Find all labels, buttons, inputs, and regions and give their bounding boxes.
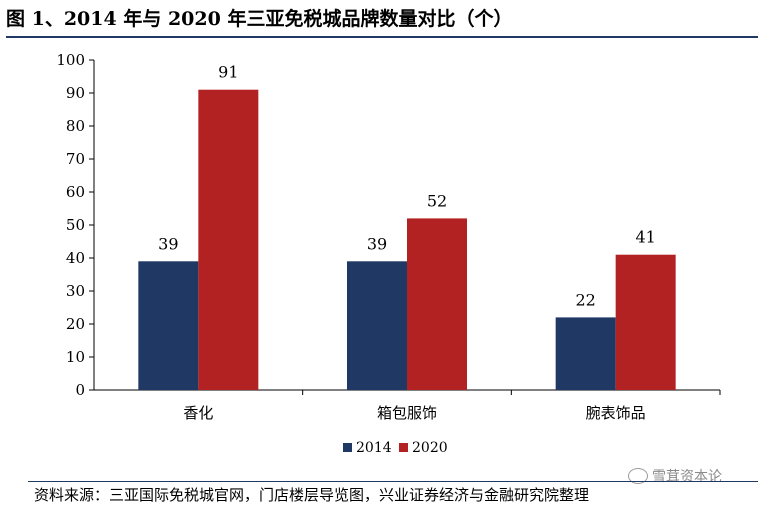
legend-label: 2014 [356,440,392,456]
y-tick-label: 40 [66,249,85,267]
x-tick-label: 腕表饰品 [586,404,646,422]
bar-2014-2 [555,317,616,390]
y-tick-label: 90 [66,84,85,102]
y-tick-label: 100 [56,51,85,69]
watermark: 雪茸资本论 [628,466,722,486]
bar-2014-1 [347,261,407,390]
title-divider [6,36,758,38]
wechat-icon [628,468,648,484]
y-tick-label: 80 [66,117,85,135]
y-tick-label: 0 [75,381,85,399]
y-tick-label: 20 [66,315,85,333]
data-label: 39 [158,234,178,253]
data-label: 41 [635,228,655,247]
y-tick-label: 30 [66,282,85,300]
bar-2020-2 [615,254,676,390]
source-note: 资料来源：三亚国际免税城官网，门店楼层导览图，兴业证券经济与金融研究院整理 [34,486,590,504]
bar-2020-0 [198,89,259,390]
legend-swatch-2014 [343,443,352,452]
y-tick-label: 60 [66,183,85,201]
watermark-text: 雪茸资本论 [652,469,722,485]
y-tick-label: 10 [66,348,85,366]
legend-swatch-2020 [399,443,408,452]
data-label: 22 [575,290,595,309]
figure-title: 图 1、2014 年与 2020 年三亚免税城品牌数量对比（个） [6,8,513,30]
x-tick-label: 箱包服饰 [377,404,437,422]
y-tick-label: 70 [66,150,85,168]
data-label: 52 [427,191,447,210]
source-divider [28,481,758,482]
bar-2014-0 [138,261,199,390]
data-label: 91 [218,63,238,82]
data-label: 39 [367,234,387,253]
bar-chart: 0 10 20 30 40 50 60 70 80 90 100 香化 39 91 箱包服饰 39 52 腕表饰品… [0,40,781,470]
legend-label: 2020 [412,440,448,456]
chart-svg: 0 10 20 30 40 50 60 70 80 90 100 香化 39 91 箱包服饰 39 52 腕表饰品… [56,51,721,456]
bar-2020-1 [407,218,467,390]
y-tick-label: 50 [66,216,85,234]
x-tick-label: 香化 [183,404,213,422]
